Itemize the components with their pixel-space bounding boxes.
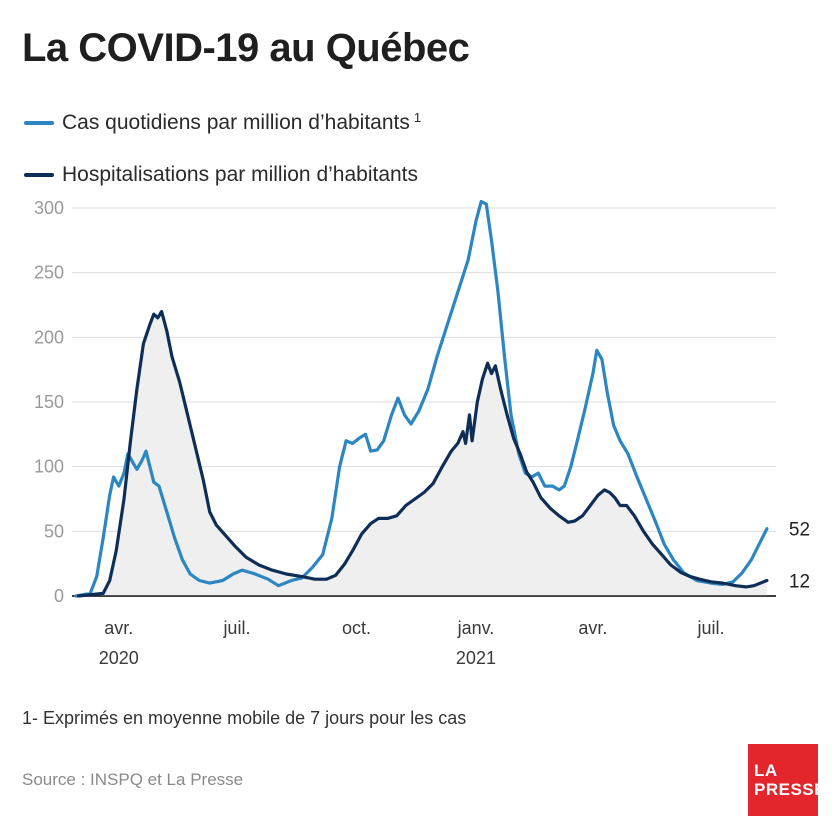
x-tick-year-label: 2020 xyxy=(99,648,139,668)
source-credit: Source : INSPQ et La Presse xyxy=(22,770,244,789)
y-tick-label: 200 xyxy=(34,327,64,347)
hospitalisations-end-label: 12 xyxy=(789,571,810,592)
line-chart: 0 50 100 150 200 250 300 52 12 avr. 2020 juil. oct. j… xyxy=(34,198,810,668)
logo-line-2: PRESSE xyxy=(754,780,826,799)
x-tick-label: avr. xyxy=(578,618,607,638)
x-tick-label: oct. xyxy=(342,618,371,638)
legend-item-hosp: Hospitalisations par million d’habitants xyxy=(24,160,421,190)
x-tick-label: juil. xyxy=(697,618,725,638)
legend-label-cases: Cas quotidiens par million d’habitants xyxy=(62,111,410,134)
cases-series-line xyxy=(74,199,769,598)
y-tick-label: 150 xyxy=(34,392,64,412)
y-tick-label: 0 xyxy=(54,586,64,606)
chart-legend: Cas quotidiens par million d’habitants 1… xyxy=(24,108,421,212)
cases-end-label: 52 xyxy=(789,520,810,541)
y-tick-label: 50 xyxy=(44,521,64,541)
x-tick-year-label: 2021 xyxy=(456,648,496,668)
x-tick-label: avr. xyxy=(104,618,133,638)
y-tick-label: 250 xyxy=(34,263,64,283)
chart-title: La COVID-19 au Québec xyxy=(22,26,470,70)
logo-line-1: LA xyxy=(754,761,778,780)
hospitalisations-area xyxy=(78,311,767,596)
la-presse-logo: LA PRESSE xyxy=(748,744,826,816)
y-tick-label: 100 xyxy=(34,457,64,477)
legend-label-hosp: Hospitalisations par million d’habitants xyxy=(62,163,419,186)
footnote: 1- Exprimés en moyenne mobile de 7 jours… xyxy=(22,708,467,728)
hospitalisations-series-line xyxy=(76,309,769,598)
legend-swatch-cases xyxy=(24,121,54,125)
legend-item-cases: Cas quotidiens par million d’habitants 1 xyxy=(24,108,421,138)
x-tick-label: janv. xyxy=(457,618,495,638)
legend-footnote-marker: 1 xyxy=(413,109,422,125)
legend-swatch-hosp xyxy=(24,173,54,177)
y-tick-label: 300 xyxy=(34,198,64,218)
x-tick-label: juil. xyxy=(222,618,250,638)
